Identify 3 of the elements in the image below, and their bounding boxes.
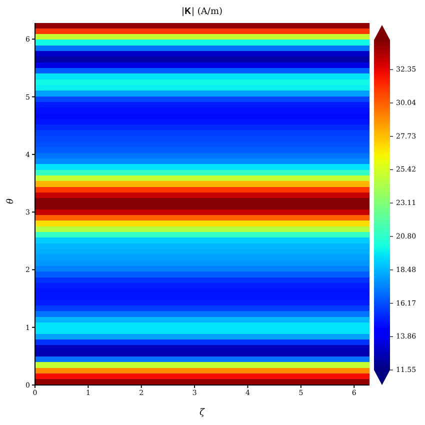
- chart-title: |𝐊| (A/m): [181, 7, 223, 17]
- y-axis-title: θ: [6, 198, 16, 204]
- x-axis-title: ζ: [200, 408, 206, 418]
